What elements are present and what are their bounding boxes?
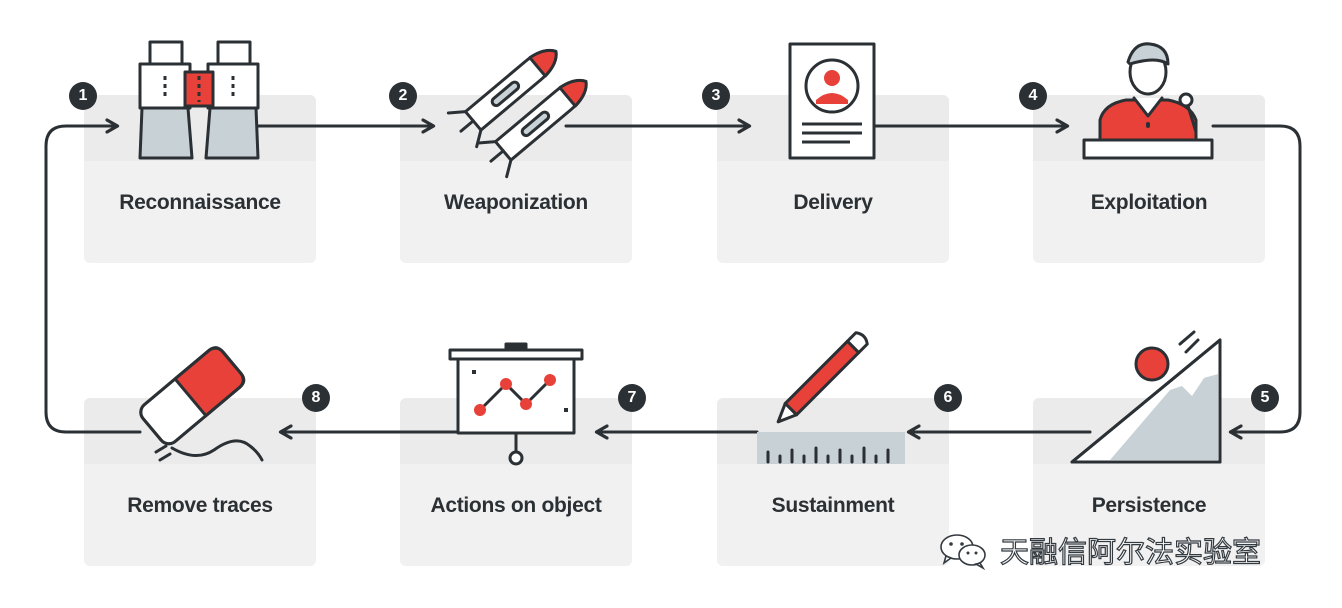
step-number-badge: 5 bbox=[1251, 384, 1279, 412]
presentation-chart-icon bbox=[448, 342, 584, 466]
step-number-badge: 7 bbox=[618, 384, 646, 412]
step-label: Remove traces bbox=[127, 494, 273, 517]
document-profile-icon bbox=[788, 42, 876, 160]
connector-arrow bbox=[1211, 124, 1302, 432]
step-number-badge: 1 bbox=[69, 82, 97, 110]
eraser-icon bbox=[139, 346, 264, 462]
step-number-badge: 4 bbox=[1019, 82, 1047, 110]
step-label: Reconnaissance bbox=[119, 191, 281, 214]
step-label: Delivery bbox=[793, 191, 873, 214]
step-card-remove-traces: Remove traces bbox=[84, 398, 316, 566]
step-label: Weaponization bbox=[444, 191, 588, 214]
step-label: Actions on object bbox=[430, 494, 602, 517]
missiles-icon bbox=[446, 48, 588, 179]
speaker-podium-icon bbox=[1082, 42, 1214, 160]
step-card-sustainment: Sustainment bbox=[717, 398, 949, 566]
step-card-reconnaissance: Reconnaissance bbox=[84, 95, 316, 263]
boulder-slope-icon bbox=[1070, 330, 1222, 464]
step-number-badge: 6 bbox=[934, 384, 962, 412]
step-card-persistence: Persistence bbox=[1033, 398, 1265, 566]
step-number-badge: 8 bbox=[302, 384, 330, 412]
pencil-ruler-icon bbox=[757, 331, 905, 464]
binoculars-icon bbox=[138, 40, 260, 160]
step-number-badge: 2 bbox=[389, 82, 417, 110]
wechat-icon bbox=[940, 534, 986, 570]
watermark: 天融信阿尔法实验室 bbox=[936, 530, 1262, 570]
step-label: Exploitation bbox=[1090, 191, 1208, 214]
watermark-text: 天融信阿尔法实验室 bbox=[999, 534, 1262, 569]
step-number-badge: 3 bbox=[702, 82, 730, 110]
step-label: Sustainment bbox=[771, 494, 895, 517]
step-label: Persistence bbox=[1091, 494, 1207, 517]
connector-arrow bbox=[44, 126, 142, 434]
